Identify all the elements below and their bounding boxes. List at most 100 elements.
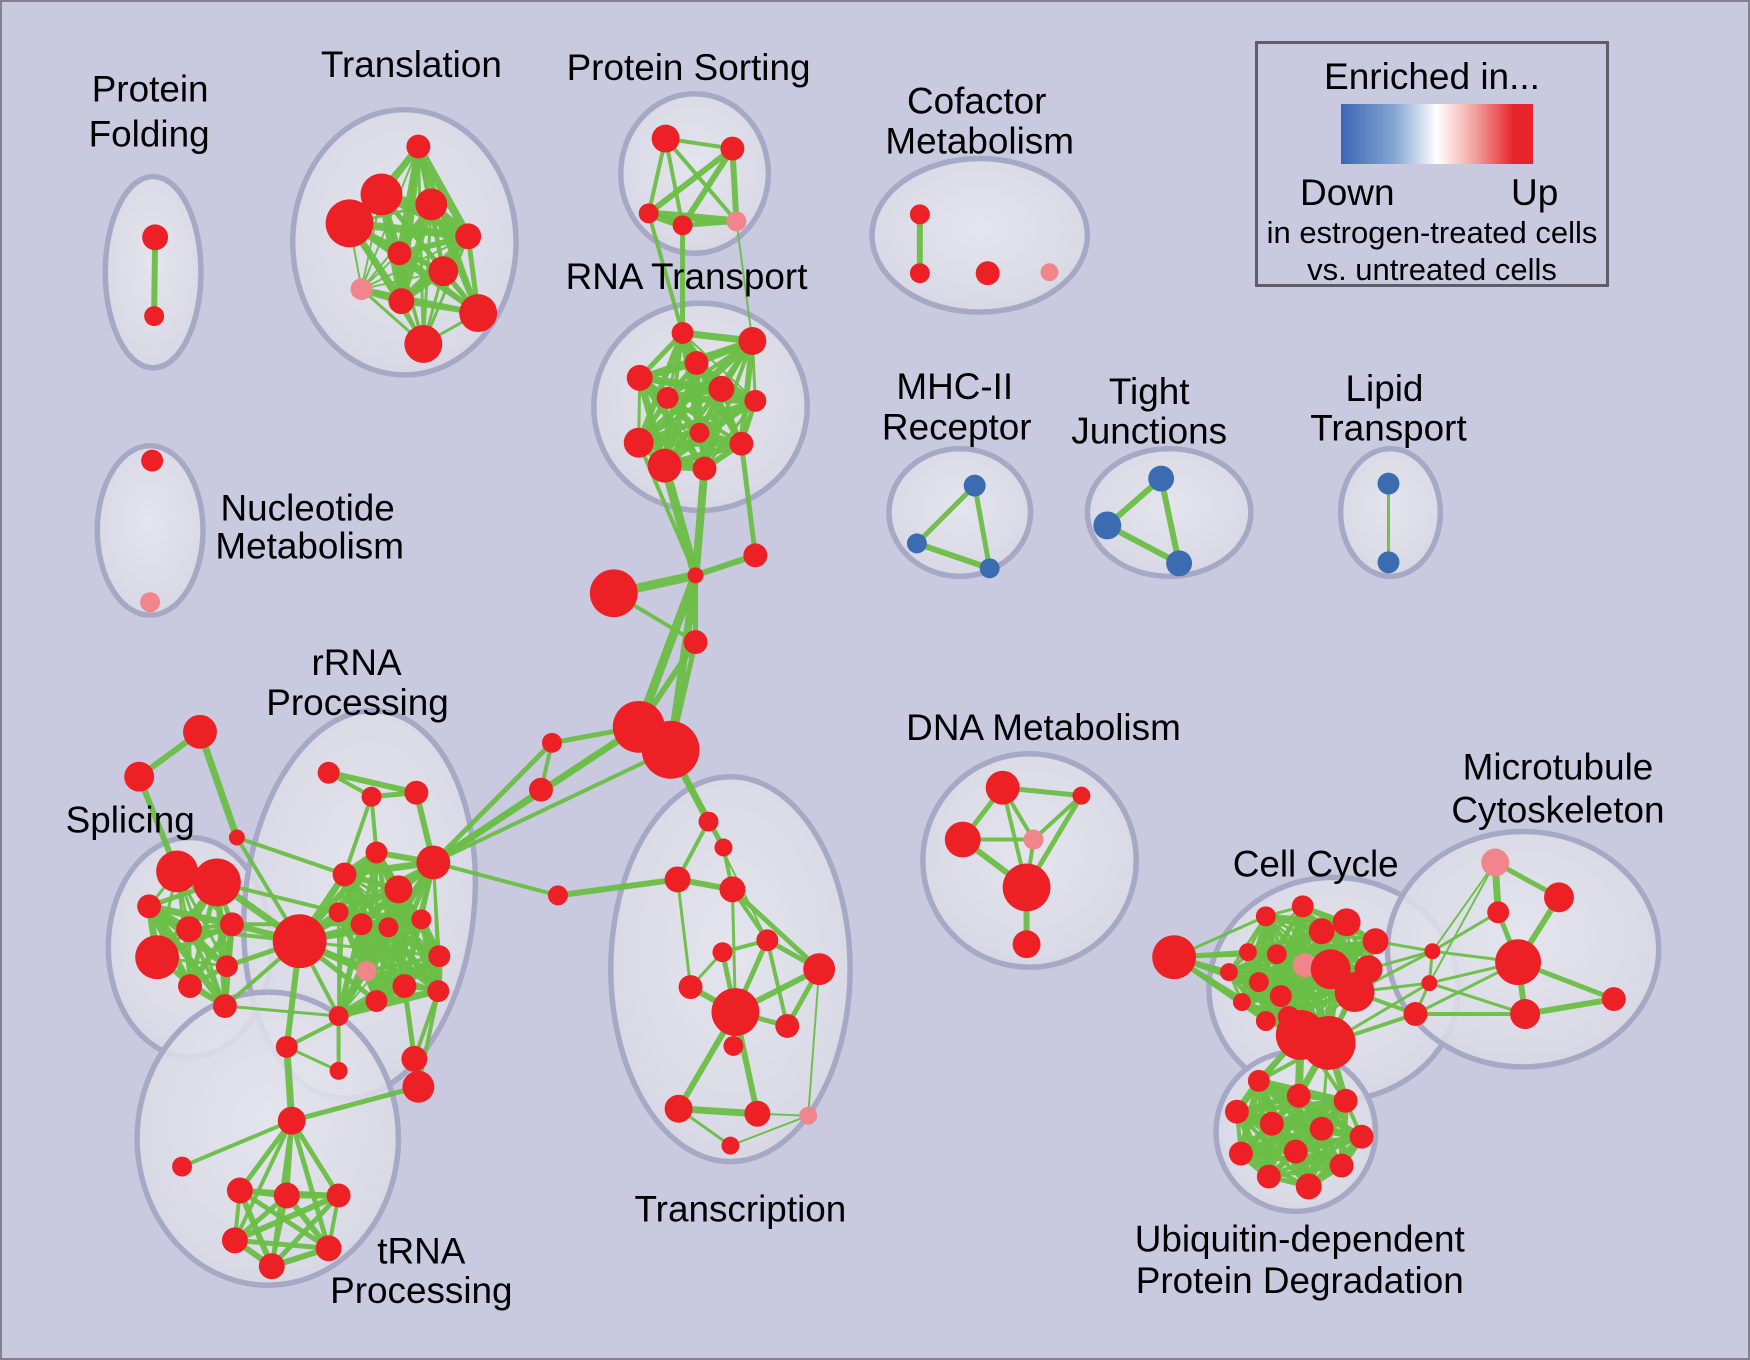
node-cc6 xyxy=(1238,943,1257,962)
node-lt2 xyxy=(1377,551,1400,574)
cluster-label-ubiquitin-degradation-line1: Ubiquitin-dependent xyxy=(1135,1218,1465,1259)
node-rt8 xyxy=(689,422,710,443)
cluster-label-microtubule-cytoskeleton-line2: Cytoskeleton xyxy=(1451,790,1664,831)
network-edge xyxy=(364,916,424,974)
node-tc2 xyxy=(714,838,733,857)
node-tc10 xyxy=(723,1035,744,1056)
node-tf xyxy=(315,1235,342,1262)
node-m2 xyxy=(906,533,927,554)
node-rt9 xyxy=(623,427,654,458)
node-t1 xyxy=(406,134,431,159)
cluster-label-nucleotide-metabolism-line1: Nucleotide xyxy=(221,487,395,528)
node-t4 xyxy=(325,199,374,248)
network-edge xyxy=(342,794,374,877)
node-cc9 xyxy=(1219,963,1238,982)
node-ub6 xyxy=(1309,1116,1334,1141)
network-edge xyxy=(414,142,473,241)
node-mt3 xyxy=(1510,999,1541,1029)
node-rr12 xyxy=(392,974,417,999)
network-edge xyxy=(729,145,740,225)
node-rr8 xyxy=(350,913,373,936)
cluster-ellipse-nucleotide-metabolism xyxy=(94,442,206,618)
node-h7 xyxy=(541,732,562,753)
node-cc7 xyxy=(1266,944,1287,965)
node-ub4 xyxy=(1224,1099,1249,1124)
node-sl8 xyxy=(215,955,238,978)
node-ub8 xyxy=(1228,1141,1253,1166)
network-edge xyxy=(232,1118,294,1243)
cluster-label-tight-junctions-line1: Tight xyxy=(1109,371,1190,412)
node-cm4 xyxy=(1040,263,1059,282)
cluster-label-mhc-ii-receptor-line1: MHC-II xyxy=(896,366,1013,407)
node-pf1 xyxy=(142,224,169,251)
node-rr7 xyxy=(384,875,413,904)
node-rt10 xyxy=(729,431,754,456)
cluster-label-lipid-transport-line2: Transport xyxy=(1310,408,1466,449)
node-cc11 xyxy=(1269,985,1292,1008)
cluster-label-nucleotide-metabolism-line2: Metabolism xyxy=(215,525,404,566)
node-rr11 xyxy=(328,902,349,923)
node-t8 xyxy=(350,278,373,301)
network-edge xyxy=(646,211,685,336)
node-tc4 xyxy=(719,876,746,903)
network-edge xyxy=(428,201,481,316)
node-rt1 xyxy=(671,322,694,344)
node-rr16 xyxy=(427,980,450,1003)
cluster-ellipse-lipid-transport xyxy=(1337,445,1444,580)
node-h8 xyxy=(529,777,553,802)
node-ch2 xyxy=(1301,1016,1356,1070)
network-edge xyxy=(234,835,347,877)
node-rrH xyxy=(272,914,327,969)
node-sl4 xyxy=(176,916,202,943)
network-edge xyxy=(635,330,686,446)
network-edge xyxy=(223,1004,341,1018)
legend: Enriched in... Down Up in estrogen-treat… xyxy=(1255,41,1609,287)
node-tc5 xyxy=(756,929,779,952)
network-edge xyxy=(703,399,757,471)
network-edge xyxy=(807,968,821,1117)
node-t7 xyxy=(428,256,459,287)
node-nm2 xyxy=(140,592,161,613)
node-ub5 xyxy=(1259,1111,1284,1136)
network-edge xyxy=(660,461,701,580)
node-cc1 xyxy=(1255,906,1276,927)
node-ccp xyxy=(1292,953,1317,978)
node-x1 xyxy=(183,714,217,749)
node-mt2 xyxy=(1487,901,1510,924)
network-edge xyxy=(1227,905,1304,974)
cluster-label-rrna-processing-line2: Processing xyxy=(266,682,448,723)
node-cn2 xyxy=(1421,975,1438,992)
node-ta xyxy=(226,1177,253,1204)
node-cc15 xyxy=(1255,1011,1276,1031)
node-td xyxy=(221,1227,248,1254)
node-ub10 xyxy=(1329,1153,1354,1178)
node-tc12 xyxy=(744,1100,771,1127)
node-rr14 xyxy=(328,1006,349,1026)
node-tc8 xyxy=(803,953,836,986)
network-edge xyxy=(634,570,701,732)
network-edge xyxy=(676,877,693,989)
node-sl6 xyxy=(135,935,180,980)
network-edge xyxy=(913,540,993,572)
node-mt1 xyxy=(1544,882,1574,913)
node-rt3 xyxy=(684,350,709,375)
node-x3 xyxy=(228,829,245,846)
node-x2 xyxy=(124,761,155,792)
cluster-label-tight-junctions-line2: Junctions xyxy=(1071,411,1227,452)
network-edge xyxy=(664,394,759,405)
network-edge xyxy=(554,876,681,899)
node-ps3 xyxy=(638,203,659,224)
node-cco xyxy=(1152,935,1197,980)
network-edge xyxy=(180,1118,294,1169)
cluster-label-translation-line1: Translation xyxy=(321,44,502,85)
network-edge xyxy=(1031,793,1084,842)
node-ti xyxy=(172,1156,193,1177)
node-cc2 xyxy=(1291,895,1314,918)
node-cm1 xyxy=(909,204,930,225)
node-rr3 xyxy=(404,780,429,805)
node-dmP xyxy=(1023,829,1044,850)
cluster-label-splicing-line1: Splicing xyxy=(66,800,195,841)
node-rr1 xyxy=(317,761,340,784)
cluster-label-trna-processing-line1: tRNA xyxy=(377,1230,466,1271)
